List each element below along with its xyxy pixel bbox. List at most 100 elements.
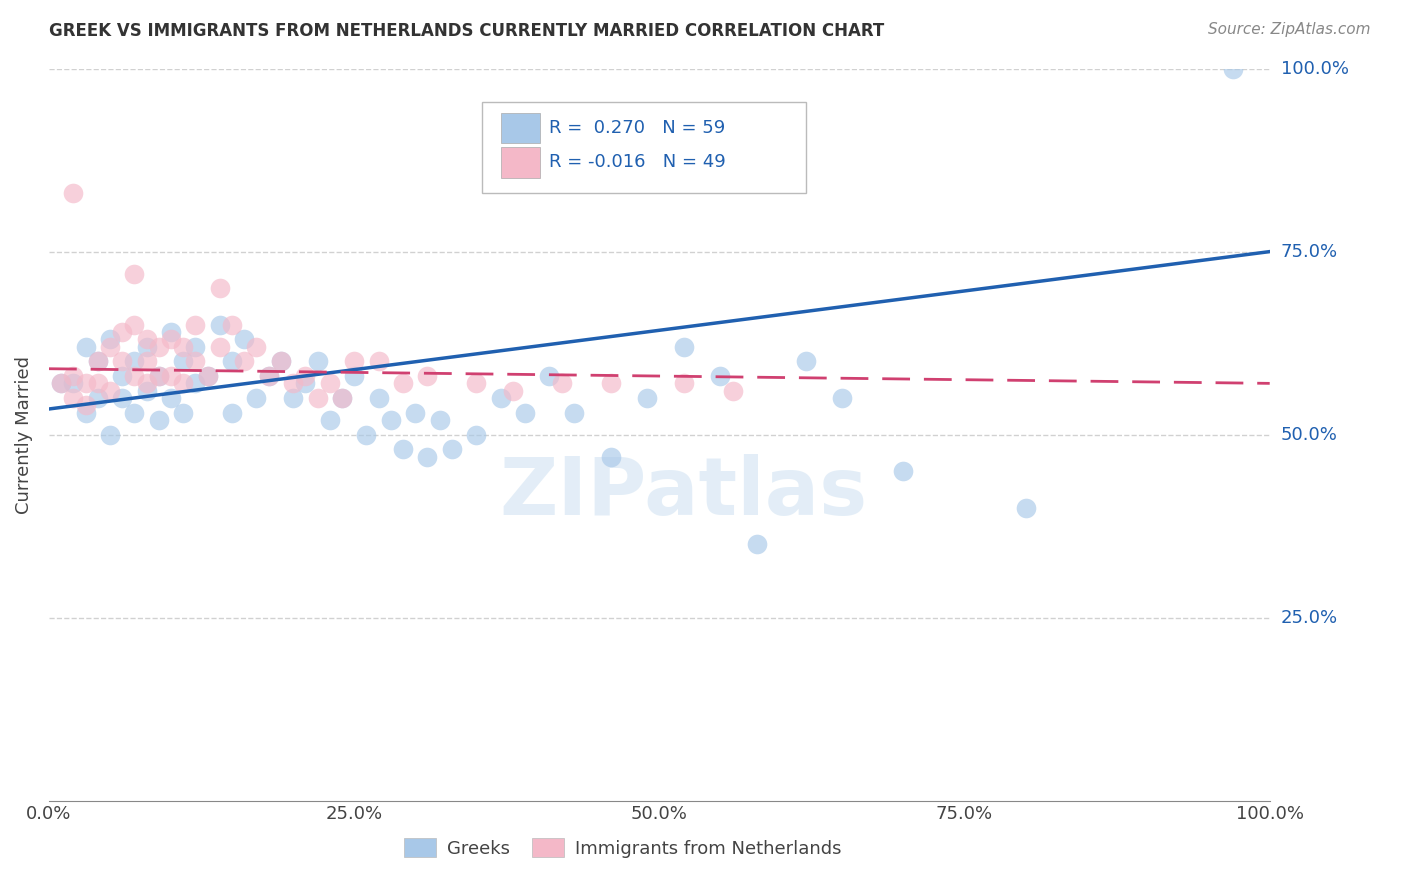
Point	[562, 406, 585, 420]
Point	[307, 354, 329, 368]
Point	[502, 384, 524, 398]
FancyBboxPatch shape	[501, 147, 540, 178]
Point	[245, 391, 267, 405]
Point	[135, 384, 157, 398]
Point	[416, 450, 439, 464]
Point	[148, 340, 170, 354]
Point	[111, 369, 134, 384]
FancyBboxPatch shape	[501, 112, 540, 144]
Text: 75.0%: 75.0%	[1281, 243, 1339, 260]
Point	[62, 391, 84, 405]
Point	[75, 376, 97, 391]
Point	[281, 391, 304, 405]
Point	[148, 413, 170, 427]
Point	[392, 376, 415, 391]
Point	[672, 340, 695, 354]
Point	[367, 354, 389, 368]
Point	[98, 333, 121, 347]
Point	[429, 413, 451, 427]
FancyBboxPatch shape	[482, 102, 806, 193]
Point	[160, 369, 183, 384]
Point	[257, 369, 280, 384]
Point	[330, 391, 353, 405]
Point	[51, 376, 73, 391]
Point	[184, 318, 207, 332]
Point	[257, 369, 280, 384]
Point	[330, 391, 353, 405]
Point	[550, 376, 572, 391]
Point	[245, 340, 267, 354]
Point	[172, 406, 194, 420]
Point	[1014, 500, 1036, 515]
Point	[62, 186, 84, 200]
Point	[148, 369, 170, 384]
Point	[184, 376, 207, 391]
Point	[160, 333, 183, 347]
Point	[672, 376, 695, 391]
Point	[319, 413, 342, 427]
Point	[294, 369, 316, 384]
Point	[184, 340, 207, 354]
Point	[319, 376, 342, 391]
Point	[160, 325, 183, 339]
Point	[197, 369, 219, 384]
Point	[160, 391, 183, 405]
Point	[172, 354, 194, 368]
Text: Source: ZipAtlas.com: Source: ZipAtlas.com	[1208, 22, 1371, 37]
Point	[709, 369, 731, 384]
Point	[148, 369, 170, 384]
Point	[135, 333, 157, 347]
Point	[124, 406, 146, 420]
Point	[513, 406, 536, 420]
Text: R =  0.270   N = 59: R = 0.270 N = 59	[550, 119, 725, 136]
Point	[98, 384, 121, 398]
Point	[87, 354, 110, 368]
Point	[172, 376, 194, 391]
Point	[62, 376, 84, 391]
Point	[98, 427, 121, 442]
Point	[233, 354, 256, 368]
Point	[172, 340, 194, 354]
Text: R = -0.016   N = 49: R = -0.016 N = 49	[550, 153, 727, 171]
Point	[294, 376, 316, 391]
Point	[75, 398, 97, 412]
Point	[343, 354, 366, 368]
Point	[599, 376, 621, 391]
Point	[465, 427, 488, 442]
Point	[208, 340, 231, 354]
Point	[636, 391, 658, 405]
Point	[221, 354, 243, 368]
Point	[745, 537, 768, 551]
Point	[135, 340, 157, 354]
Point	[184, 354, 207, 368]
Point	[233, 333, 256, 347]
Point	[87, 376, 110, 391]
Point	[380, 413, 402, 427]
Legend: Greeks, Immigrants from Netherlands: Greeks, Immigrants from Netherlands	[389, 824, 856, 872]
Point	[124, 318, 146, 332]
Point	[135, 376, 157, 391]
Y-axis label: Currently Married: Currently Married	[15, 356, 32, 514]
Point	[831, 391, 853, 405]
Point	[111, 354, 134, 368]
Point	[135, 354, 157, 368]
Point	[440, 442, 463, 457]
Point	[404, 406, 426, 420]
Point	[98, 340, 121, 354]
Point	[343, 369, 366, 384]
Text: 100.0%: 100.0%	[1281, 60, 1348, 78]
Text: 25.0%: 25.0%	[1281, 608, 1339, 626]
Point	[465, 376, 488, 391]
Point	[794, 354, 817, 368]
Point	[62, 369, 84, 384]
Point	[392, 442, 415, 457]
Point	[111, 391, 134, 405]
Point	[124, 369, 146, 384]
Point	[721, 384, 744, 398]
Text: ZIPatlas: ZIPatlas	[499, 454, 868, 533]
Text: GREEK VS IMMIGRANTS FROM NETHERLANDS CURRENTLY MARRIED CORRELATION CHART: GREEK VS IMMIGRANTS FROM NETHERLANDS CUR…	[49, 22, 884, 40]
Point	[124, 267, 146, 281]
Point	[307, 391, 329, 405]
Point	[270, 354, 292, 368]
Point	[87, 354, 110, 368]
